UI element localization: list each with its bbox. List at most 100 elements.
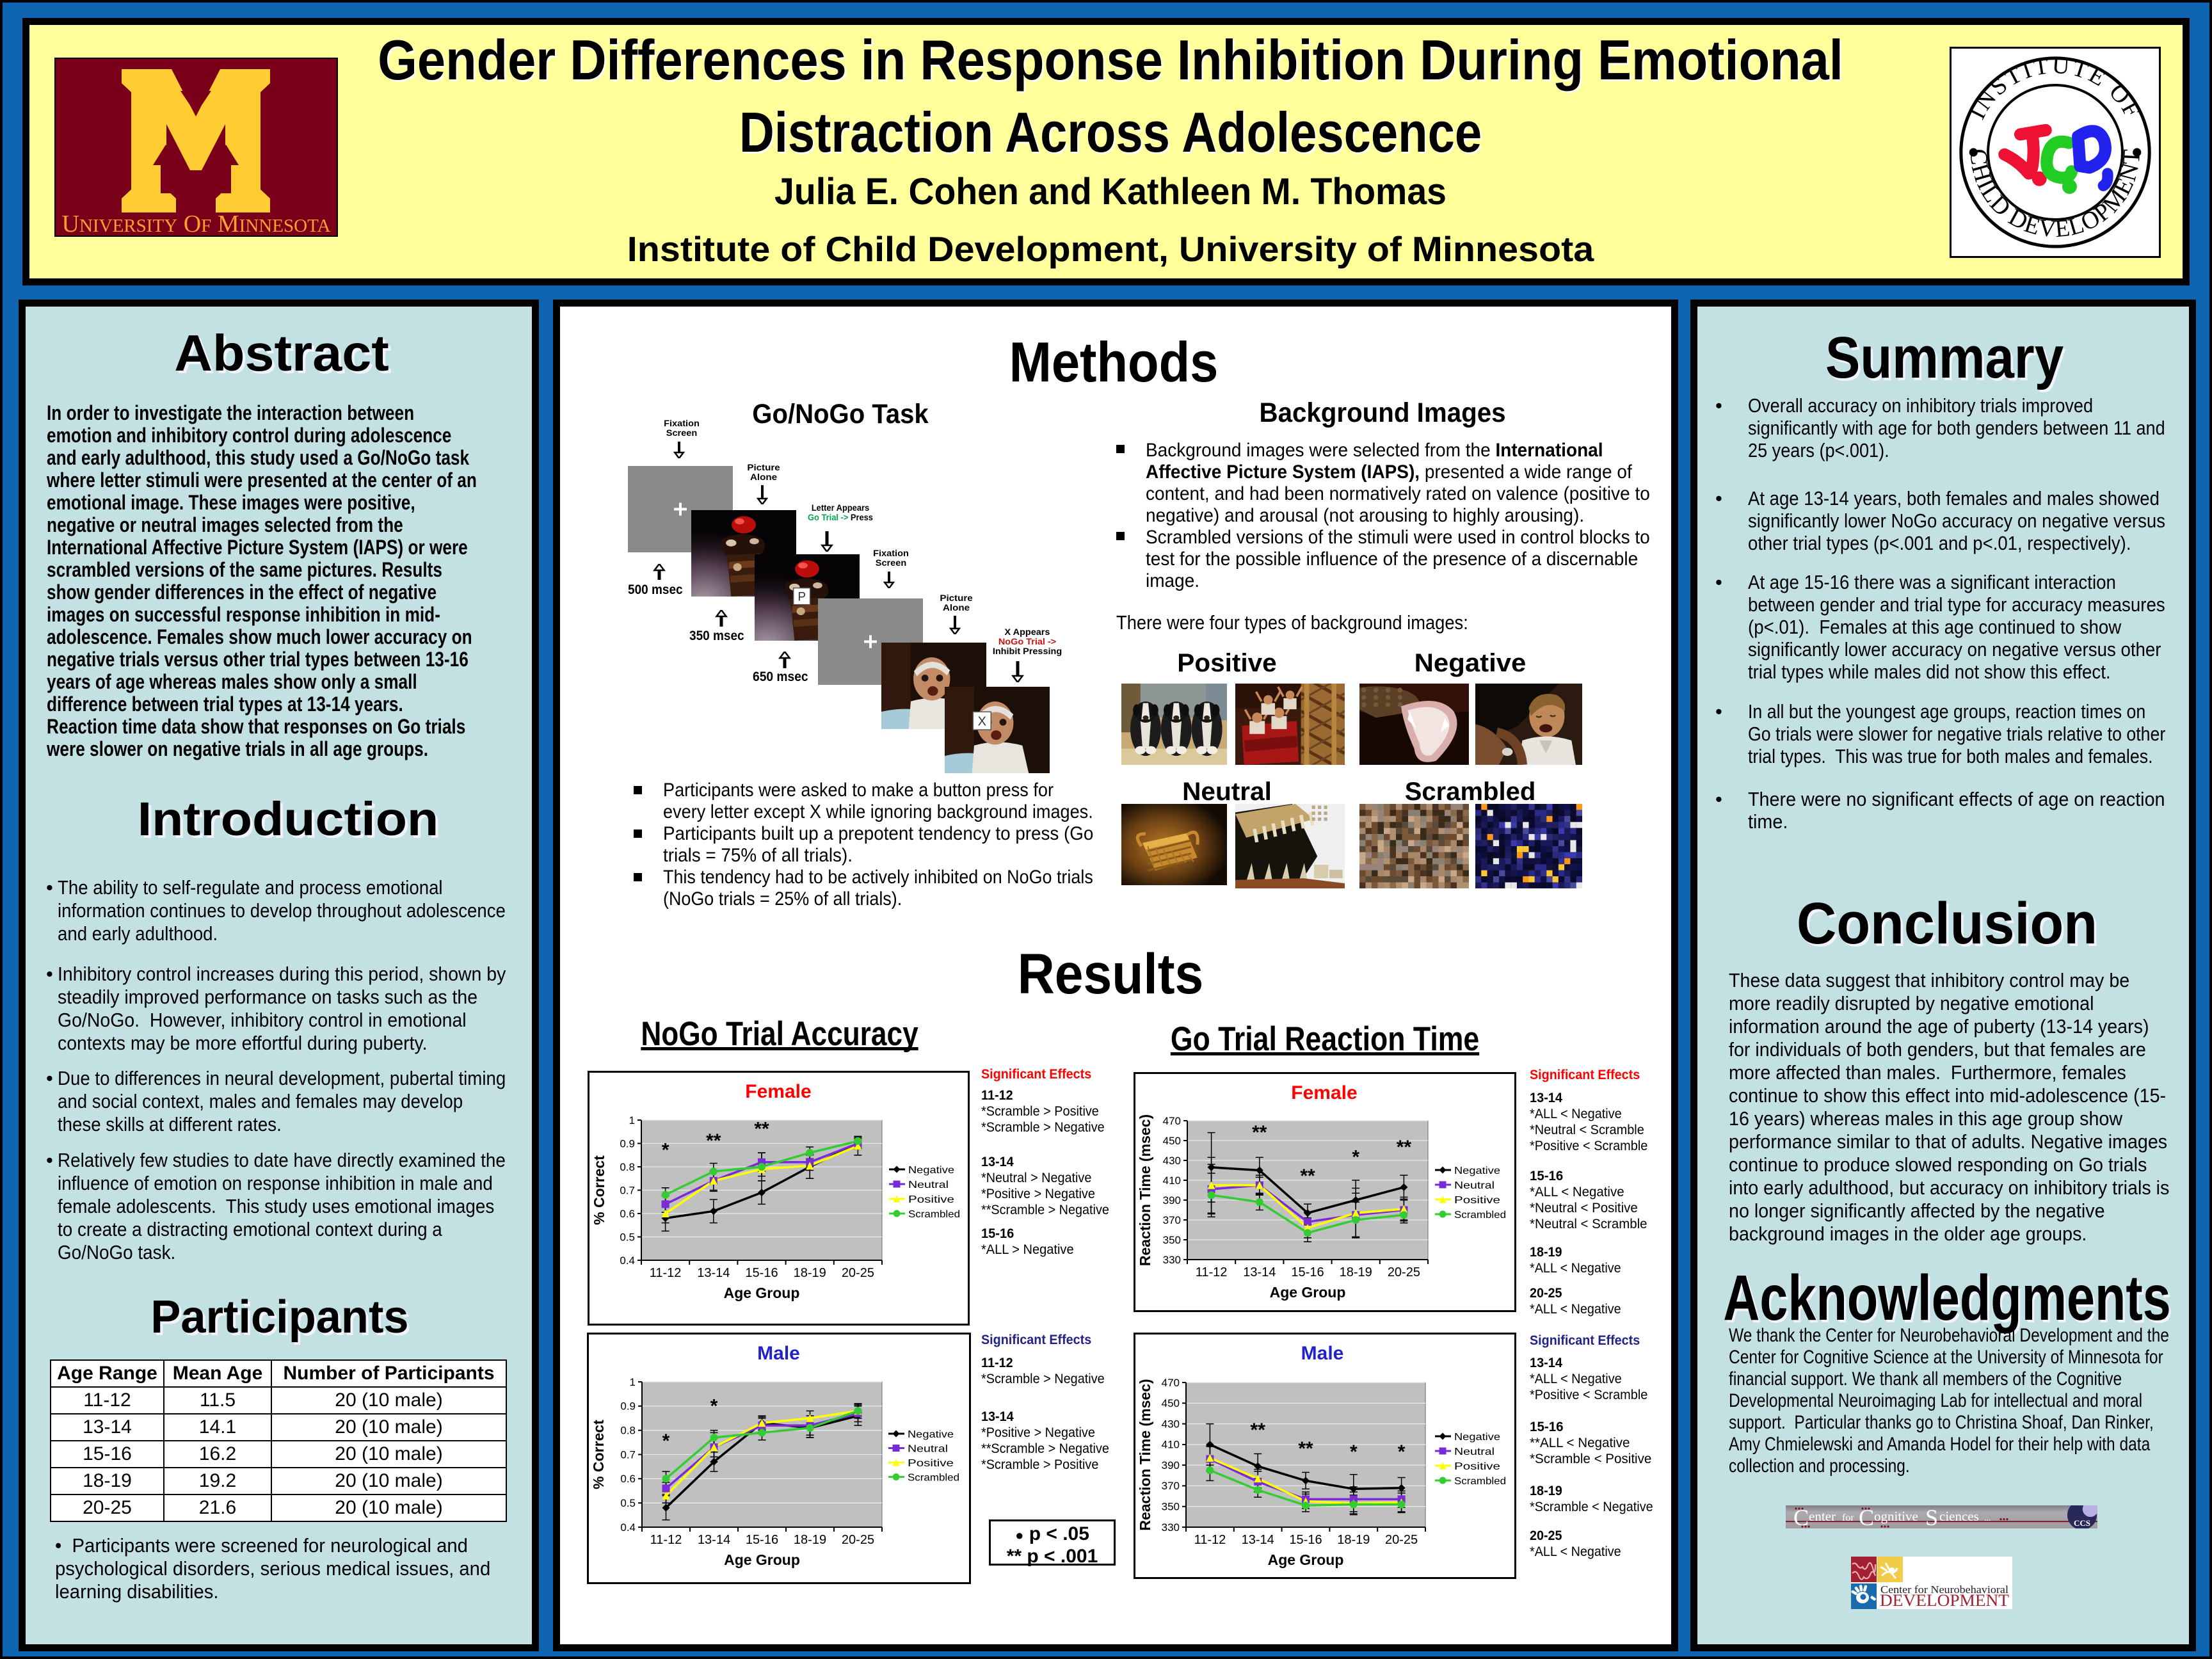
- svg-text:Positive: Positive: [1454, 1461, 1500, 1472]
- svg-text:DEVELOPMENT: DEVELOPMENT: [1880, 1591, 2009, 1609]
- svg-text:13-14: 13-14: [698, 1533, 730, 1547]
- svg-text:20-25: 20-25: [1388, 1265, 1420, 1279]
- svg-text:13-14: 13-14: [697, 1266, 730, 1280]
- svg-text:...: ...: [1984, 1514, 1991, 1523]
- svg-text:13-14: 13-14: [1243, 1265, 1276, 1279]
- svg-text:Negative: Negative: [908, 1429, 954, 1440]
- svg-text:Negative: Negative: [908, 1165, 954, 1176]
- svg-text:Female: Female: [1291, 1082, 1357, 1103]
- svg-text:Neutral: Neutral: [1454, 1180, 1495, 1191]
- svg-text:18-19: 18-19: [1337, 1533, 1370, 1547]
- svg-text:11-12: 11-12: [650, 1533, 682, 1547]
- svg-text:Age Group: Age Group: [1268, 1551, 1344, 1568]
- svg-text:**: **: [754, 1119, 769, 1140]
- svg-text:350: 350: [1163, 1234, 1181, 1246]
- svg-text:0.4: 0.4: [620, 1254, 635, 1267]
- svg-text:15-16: 15-16: [1289, 1533, 1322, 1547]
- svg-text:Positive: Positive: [908, 1458, 954, 1469]
- svg-text:**: **: [706, 1130, 721, 1151]
- svg-text:Neutral: Neutral: [908, 1443, 948, 1454]
- svg-text:Scrambled: Scrambled: [908, 1209, 960, 1220]
- svg-text:ciences: ciences: [1939, 1509, 1979, 1524]
- svg-text:**: **: [1300, 1166, 1315, 1187]
- svg-text:Age Group: Age Group: [724, 1285, 800, 1301]
- svg-text:Scrambled: Scrambled: [1454, 1210, 1506, 1221]
- svg-text:Positive: Positive: [1454, 1195, 1500, 1206]
- svg-text:0.8: 0.8: [620, 1424, 636, 1436]
- svg-text:1: 1: [630, 1376, 636, 1388]
- svg-text:0.6: 0.6: [620, 1208, 635, 1220]
- svg-text:0.4: 0.4: [620, 1521, 636, 1534]
- svg-text:Age Group: Age Group: [724, 1551, 800, 1568]
- svg-text:390: 390: [1162, 1459, 1180, 1471]
- svg-text:Age Group: Age Group: [1270, 1284, 1346, 1301]
- svg-text:0.9: 0.9: [620, 1137, 635, 1150]
- svg-text:0.6: 0.6: [620, 1473, 636, 1485]
- svg-text:X: X: [978, 714, 986, 728]
- svg-text:18-19: 18-19: [794, 1533, 826, 1547]
- svg-text:20-25: 20-25: [842, 1533, 874, 1547]
- svg-text:ognitive: ognitive: [1874, 1509, 1918, 1524]
- svg-text:350: 350: [1162, 1501, 1180, 1513]
- svg-text:11-12: 11-12: [1194, 1533, 1226, 1547]
- svg-text:Neutral: Neutral: [1454, 1447, 1495, 1457]
- svg-text:13-14: 13-14: [1242, 1533, 1274, 1547]
- svg-text:Negative: Negative: [1454, 1432, 1500, 1443]
- svg-text:enter: enter: [1809, 1509, 1836, 1524]
- svg-text:*: *: [710, 1395, 718, 1416]
- svg-text:% Correct: % Correct: [591, 1155, 607, 1225]
- svg-text:390: 390: [1163, 1194, 1181, 1206]
- svg-text:CCS: CCS: [2074, 1518, 2090, 1528]
- svg-text:*: *: [662, 1431, 670, 1452]
- svg-text:*: *: [1398, 1441, 1406, 1463]
- svg-text:P: P: [797, 590, 806, 604]
- svg-text:Male: Male: [1301, 1343, 1344, 1364]
- svg-text:330: 330: [1163, 1254, 1181, 1266]
- svg-text:15-16: 15-16: [745, 1266, 778, 1280]
- svg-text:18-19: 18-19: [1340, 1265, 1372, 1279]
- svg-text:0.8: 0.8: [620, 1161, 635, 1173]
- svg-text:% Correct: % Correct: [590, 1420, 607, 1489]
- svg-text:410: 410: [1163, 1174, 1181, 1187]
- svg-text:Scrambled: Scrambled: [908, 1472, 959, 1483]
- svg-text:*: *: [662, 1140, 669, 1161]
- svg-text:Female: Female: [745, 1081, 811, 1102]
- svg-text:*: *: [1352, 1147, 1359, 1168]
- svg-text:0.9: 0.9: [620, 1400, 636, 1413]
- svg-text:**: **: [1252, 1122, 1267, 1143]
- svg-text:370: 370: [1163, 1214, 1181, 1226]
- svg-text:11-12: 11-12: [1196, 1265, 1228, 1279]
- svg-text:430: 430: [1162, 1418, 1180, 1430]
- svg-text:Reaction Time (msec): Reaction Time (msec): [1137, 1114, 1153, 1266]
- svg-text:0.5: 0.5: [620, 1231, 635, 1243]
- svg-text:Male: Male: [757, 1343, 800, 1364]
- svg-text:Positive: Positive: [908, 1194, 954, 1205]
- svg-text:15-16: 15-16: [1291, 1265, 1324, 1279]
- svg-text:Neutral: Neutral: [908, 1180, 949, 1190]
- svg-text:Center for Neurobehavioral: Center for Neurobehavioral: [1880, 1583, 2008, 1596]
- svg-text:**: **: [1251, 1420, 1266, 1441]
- svg-text:410: 410: [1162, 1439, 1180, 1451]
- svg-text:470: 470: [1162, 1377, 1180, 1389]
- svg-text:450: 450: [1163, 1135, 1181, 1147]
- svg-text:11-12: 11-12: [650, 1266, 682, 1280]
- svg-text:450: 450: [1162, 1397, 1180, 1409]
- svg-text:1: 1: [629, 1114, 635, 1126]
- svg-text:**: **: [1397, 1137, 1412, 1158]
- svg-text:330: 330: [1162, 1521, 1180, 1534]
- svg-text:370: 370: [1162, 1480, 1180, 1492]
- svg-text:18-19: 18-19: [794, 1266, 826, 1280]
- svg-text:0.7: 0.7: [620, 1448, 636, 1461]
- svg-text:for: for: [1842, 1512, 1854, 1523]
- svg-text:15-16: 15-16: [746, 1533, 778, 1547]
- svg-text:S: S: [1925, 1505, 1938, 1528]
- svg-text:Negative: Negative: [1454, 1166, 1500, 1176]
- svg-text:470: 470: [1163, 1115, 1181, 1127]
- svg-text:Reaction Time (msec): Reaction Time (msec): [1137, 1379, 1153, 1530]
- svg-text:20-25: 20-25: [1385, 1533, 1418, 1547]
- svg-text:0.7: 0.7: [620, 1184, 635, 1196]
- svg-text:*: *: [1350, 1441, 1358, 1463]
- svg-text:430: 430: [1163, 1155, 1181, 1167]
- svg-text:Scrambled: Scrambled: [1454, 1476, 1506, 1487]
- svg-text:**: **: [1298, 1438, 1313, 1459]
